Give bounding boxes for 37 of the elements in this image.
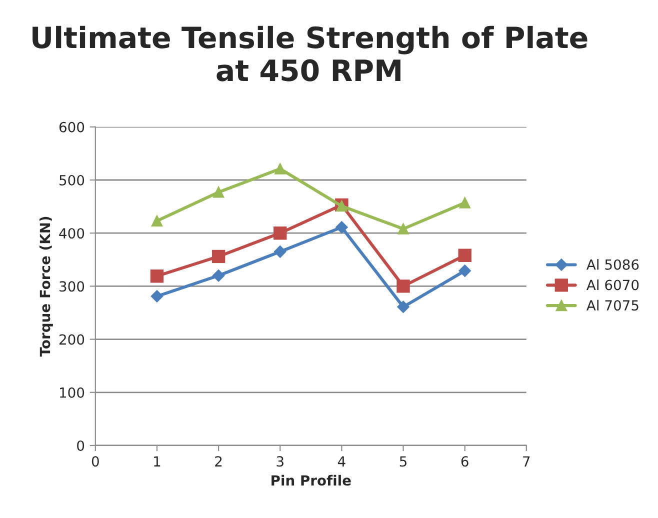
x-tick-label: 7 <box>523 456 530 466</box>
y-tick-label: 100 <box>60 387 84 398</box>
legend-label: Al 6070 <box>586 279 639 290</box>
x-tick-label: 4 <box>338 456 346 466</box>
point <box>274 246 286 258</box>
y-axis-title: Torque Force (KN) <box>40 216 53 357</box>
point <box>458 248 472 262</box>
point <box>274 163 286 174</box>
point <box>151 215 163 226</box>
point <box>212 186 224 198</box>
x-tick-label: 6 <box>461 456 468 467</box>
point <box>396 280 410 293</box>
point <box>150 290 164 302</box>
point <box>150 270 164 283</box>
y-tick-label: 0 <box>77 440 84 451</box>
point <box>212 269 225 282</box>
point <box>397 300 410 313</box>
x-tick-label: 2 <box>215 456 222 466</box>
x-tick-label: 1 <box>154 456 160 466</box>
point <box>212 250 226 264</box>
x-axis-title: Pin Profile <box>272 474 351 486</box>
y-tick-label: 300 <box>60 281 84 292</box>
x-tick-label: 3 <box>276 456 284 467</box>
x-tick-label: 5 <box>400 456 406 467</box>
x-tick-label: 0 <box>92 456 99 467</box>
point <box>459 197 470 208</box>
y-tick-label: 500 <box>60 174 84 186</box>
point <box>274 226 287 240</box>
point <box>458 264 471 277</box>
y-tick-label: 200 <box>60 334 84 345</box>
chart-title: Ultimate Tensile Strength of Plate at 450 RPM <box>32 26 588 82</box>
legend-label: Al 7075 <box>586 300 638 311</box>
y-tick-label: 400 <box>59 228 84 239</box>
point <box>336 221 348 234</box>
y-tick-label: 600 <box>59 122 84 132</box>
legend-label: Al 5086 <box>586 259 639 270</box>
point <box>398 223 409 234</box>
